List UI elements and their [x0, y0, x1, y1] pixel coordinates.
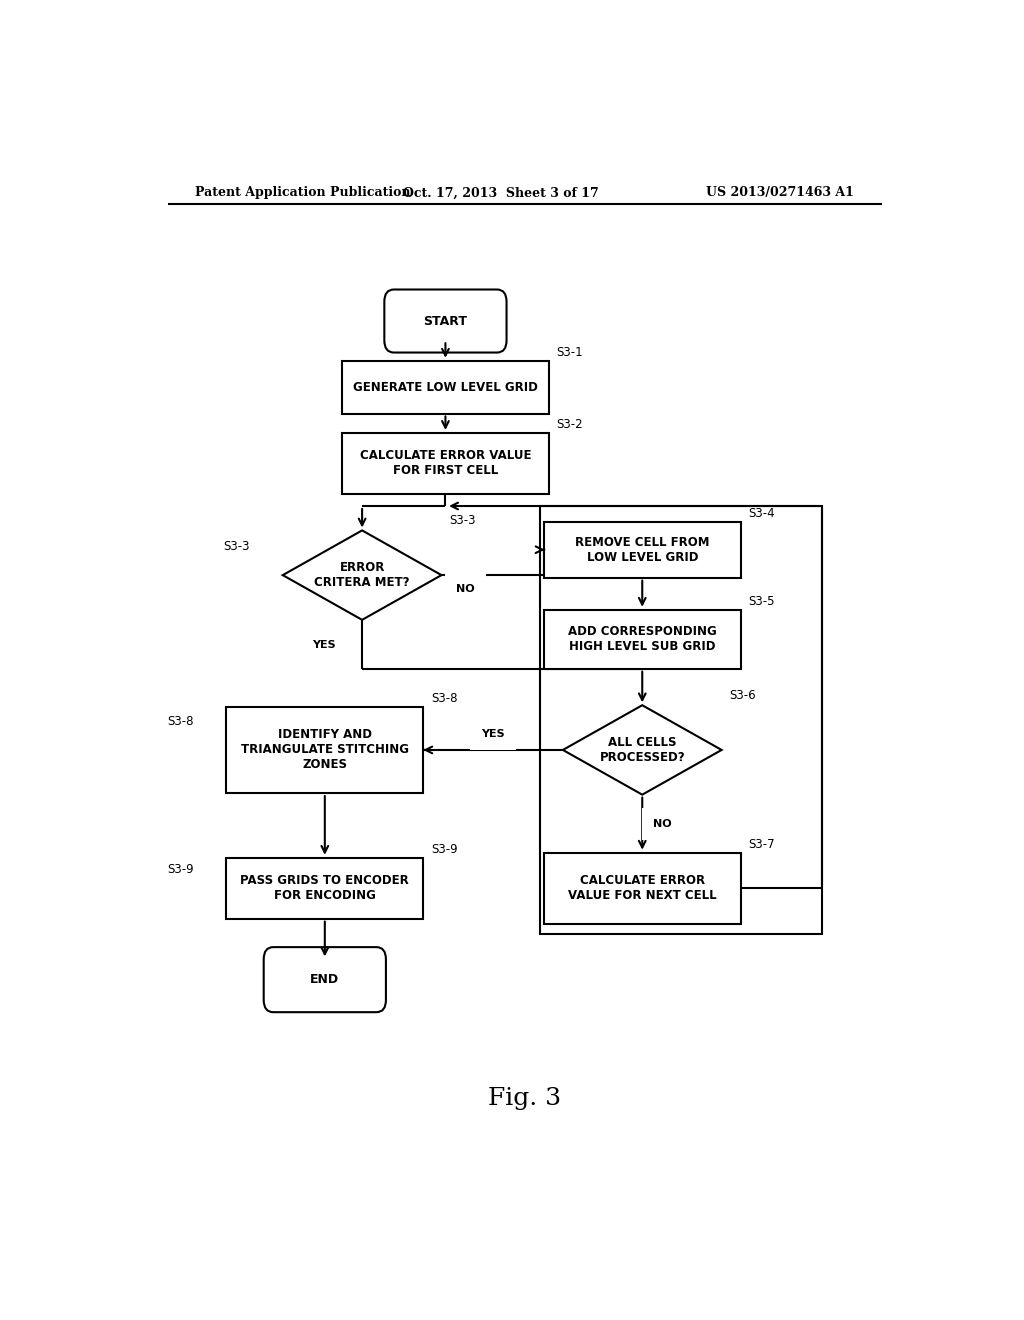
Text: GENERATE LOW LEVEL GRID: GENERATE LOW LEVEL GRID	[353, 380, 538, 393]
Text: S3-9: S3-9	[431, 843, 458, 857]
Text: END: END	[310, 973, 339, 986]
Text: Fig. 3: Fig. 3	[488, 1088, 561, 1110]
FancyBboxPatch shape	[544, 521, 740, 578]
Text: S3-8: S3-8	[431, 692, 458, 705]
Text: S3-4: S3-4	[749, 507, 775, 520]
FancyBboxPatch shape	[342, 360, 549, 413]
FancyBboxPatch shape	[544, 610, 740, 669]
Text: S3-1: S3-1	[557, 346, 584, 359]
Text: Oct. 17, 2013  Sheet 3 of 17: Oct. 17, 2013 Sheet 3 of 17	[403, 186, 599, 199]
Polygon shape	[283, 531, 441, 620]
Polygon shape	[563, 705, 722, 795]
Text: CALCULATE ERROR VALUE
FOR FIRST CELL: CALCULATE ERROR VALUE FOR FIRST CELL	[359, 449, 531, 478]
Text: YES: YES	[481, 729, 505, 739]
FancyBboxPatch shape	[264, 948, 386, 1012]
FancyBboxPatch shape	[226, 858, 423, 919]
Text: S3-3: S3-3	[450, 513, 476, 527]
Text: S3-2: S3-2	[557, 418, 584, 432]
Text: ADD CORRESPONDING
HIGH LEVEL SUB GRID: ADD CORRESPONDING HIGH LEVEL SUB GRID	[568, 626, 717, 653]
Text: S3-6: S3-6	[729, 689, 756, 701]
Text: ERROR
CRITERA MET?: ERROR CRITERA MET?	[314, 561, 410, 589]
FancyBboxPatch shape	[342, 433, 549, 494]
Text: ALL CELLS
PROCESSED?: ALL CELLS PROCESSED?	[599, 737, 685, 764]
Text: S3-3: S3-3	[223, 540, 250, 553]
Text: S3-9: S3-9	[167, 863, 194, 876]
FancyBboxPatch shape	[226, 706, 423, 793]
FancyBboxPatch shape	[544, 853, 740, 924]
Text: REMOVE CELL FROM
LOW LEVEL GRID: REMOVE CELL FROM LOW LEVEL GRID	[575, 536, 710, 564]
Text: NO: NO	[652, 818, 672, 829]
Text: S3-8: S3-8	[167, 715, 194, 729]
Text: NO: NO	[456, 585, 474, 594]
Text: IDENTIFY AND
TRIANGULATE STITCHING
ZONES: IDENTIFY AND TRIANGULATE STITCHING ZONES	[241, 729, 409, 771]
Text: PASS GRIDS TO ENCODER
FOR ENCODING: PASS GRIDS TO ENCODER FOR ENCODING	[241, 874, 410, 902]
Text: CALCULATE ERROR
VALUE FOR NEXT CELL: CALCULATE ERROR VALUE FOR NEXT CELL	[568, 874, 717, 902]
Text: YES: YES	[312, 640, 336, 651]
Text: S3-5: S3-5	[749, 595, 775, 609]
Text: US 2013/0271463 A1: US 2013/0271463 A1	[707, 186, 854, 199]
Text: Patent Application Publication: Patent Application Publication	[196, 186, 411, 199]
Text: START: START	[424, 314, 467, 327]
Text: S3-7: S3-7	[749, 838, 775, 851]
FancyBboxPatch shape	[384, 289, 507, 352]
